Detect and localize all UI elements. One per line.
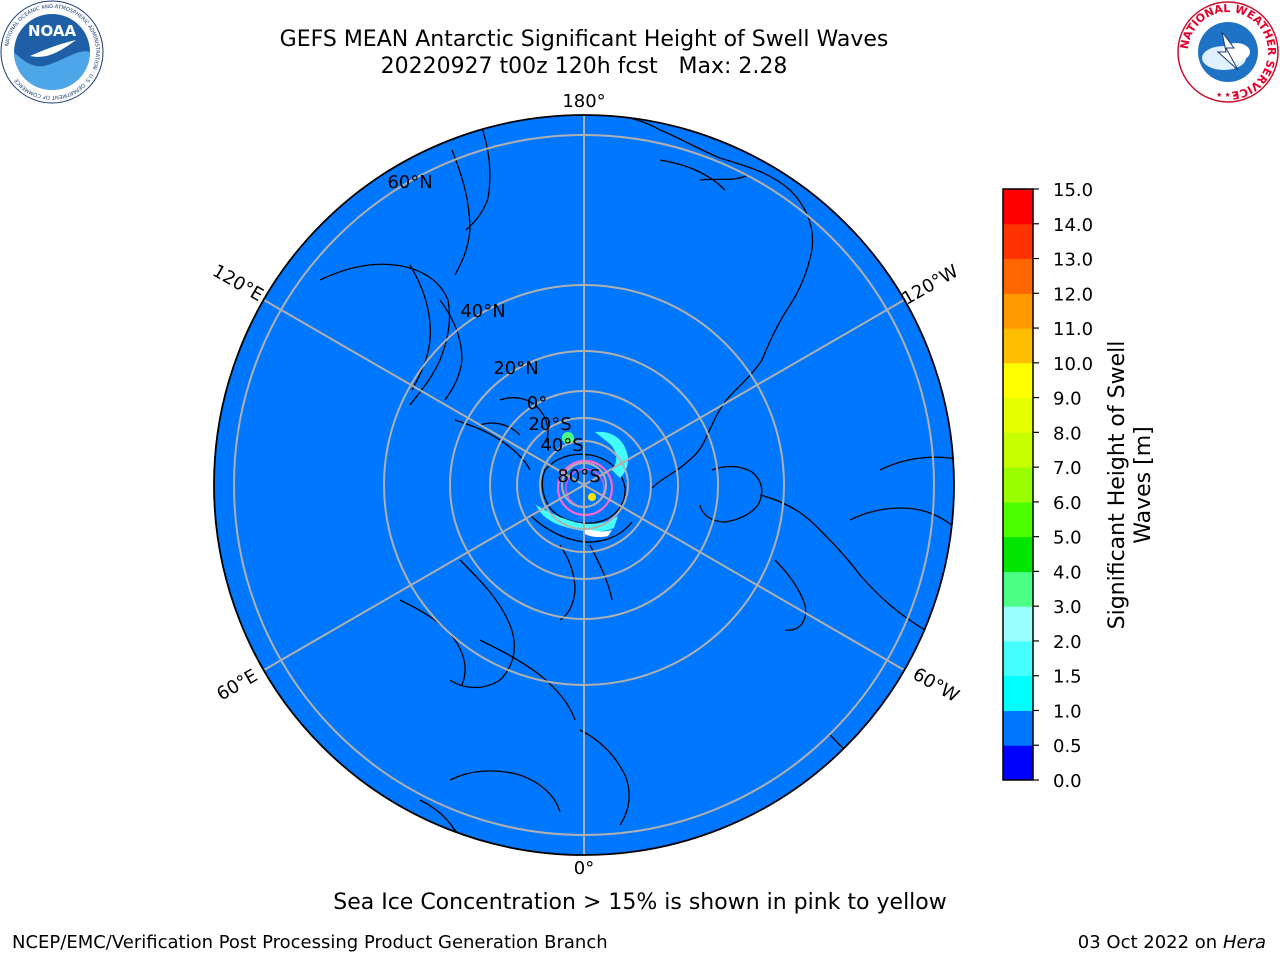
sea-ice-note: Sea Ice Concentration > 15% is shown in … xyxy=(333,890,947,915)
map-boundary xyxy=(213,114,955,856)
colorbar-tick-label: 2.0 xyxy=(1053,632,1082,653)
colorbar-block xyxy=(1003,328,1033,364)
colorbar-block xyxy=(1003,397,1033,433)
lat-label-20n: 20°N xyxy=(493,358,538,379)
colorbar-tick-label: 0.0 xyxy=(1053,771,1082,792)
colorbar-tick-label: 6.0 xyxy=(1053,493,1082,514)
colorbar-block xyxy=(1003,606,1033,642)
colorbar-block xyxy=(1003,189,1033,225)
colorbar-tick-label: 15.0 xyxy=(1053,180,1093,201)
colorbar-block xyxy=(1003,745,1033,781)
lat-label-40s: 40°S xyxy=(540,435,583,456)
colorbar-tick-label: 14.0 xyxy=(1053,215,1093,236)
colorbar-tick-label: 8.0 xyxy=(1053,423,1082,444)
colorbar-block xyxy=(1003,362,1033,399)
nws-logo: NATIONAL WEATHER SERVICE ★ ★ ★ xyxy=(1177,1,1279,103)
colorbar-tick-label: 13.0 xyxy=(1053,250,1093,271)
colorbar-block xyxy=(1003,293,1033,329)
chart-title: GEFS MEAN Antarctic Significant Height o… xyxy=(279,27,889,52)
colorbar-block xyxy=(1003,467,1033,503)
noaa-logo: NATIONAL OCEANIC AND ATMOSPHERIC ADMINIS… xyxy=(0,0,104,104)
colorbar-ticks: 0.0 0.5 1.0 1.5 2.0 3.0 4.0 5.0 6.0 7.0 8.0 9.0 10.0… xyxy=(1033,180,1093,792)
lat-label-20s: 20°S xyxy=(528,414,571,435)
colorbar-block xyxy=(1003,501,1033,538)
footer-date: 03 Oct 2022 on Hera xyxy=(1078,932,1266,953)
colorbar-tick-label: 11.0 xyxy=(1053,319,1093,340)
colorbar-block xyxy=(1003,258,1033,294)
chart-subtitle: 20220927 t00z 120h fcst Max: 2.28 xyxy=(380,54,788,79)
colorbar-tick-label: 0.5 xyxy=(1053,736,1082,757)
footer-date-text: 03 Oct 2022 on xyxy=(1077,932,1223,953)
colorbar-tick-label: 9.0 xyxy=(1053,389,1082,410)
lat-label-0: 0° xyxy=(527,393,547,414)
colorbar-tick-label: 4.0 xyxy=(1053,562,1082,583)
colorbar-block xyxy=(1003,571,1033,607)
footer-machine: Hera xyxy=(1222,932,1266,953)
graticule xyxy=(233,115,935,855)
colorbar-tick-label: 12.0 xyxy=(1053,284,1093,305)
lat-label-60n: 60°N xyxy=(387,172,432,193)
colorbar-tick-label: 3.0 xyxy=(1053,597,1082,618)
colorbar-block xyxy=(1003,432,1033,468)
colorbar-block xyxy=(1003,536,1033,572)
colorbar-tick-label: 5.0 xyxy=(1053,528,1082,549)
svg-text:NOAA: NOAA xyxy=(28,22,77,40)
colorbar-block xyxy=(1003,640,1033,677)
colorbar-frame xyxy=(1002,188,1034,781)
lat-label-40n: 40°N xyxy=(460,301,505,322)
colorbar-block xyxy=(1003,710,1033,746)
colorbar-tick-label: 1.5 xyxy=(1053,667,1082,688)
lon-label-180: 180° xyxy=(562,91,605,112)
colorbar-label-line1: Significant Height of Swell xyxy=(1105,341,1130,630)
lon-label-0: 0° xyxy=(574,858,594,879)
footer-branch: NCEP/EMC/Verification Post Processing Pr… xyxy=(12,932,608,953)
colorbar-tick-label: 1.0 xyxy=(1053,701,1082,722)
lat-label-80s: 80°S xyxy=(557,466,600,487)
colorbar-tick-label: 7.0 xyxy=(1053,458,1082,479)
svg-text:★ ★ ★: ★ ★ ★ xyxy=(1216,91,1239,99)
colorbar-blocks xyxy=(1003,189,1033,781)
colorbar-block xyxy=(1003,223,1033,260)
colorbar-block xyxy=(1003,675,1033,711)
colorbar-label-line2: Waves [m] xyxy=(1131,426,1156,543)
colorbar-tick-label: 10.0 xyxy=(1053,354,1093,375)
